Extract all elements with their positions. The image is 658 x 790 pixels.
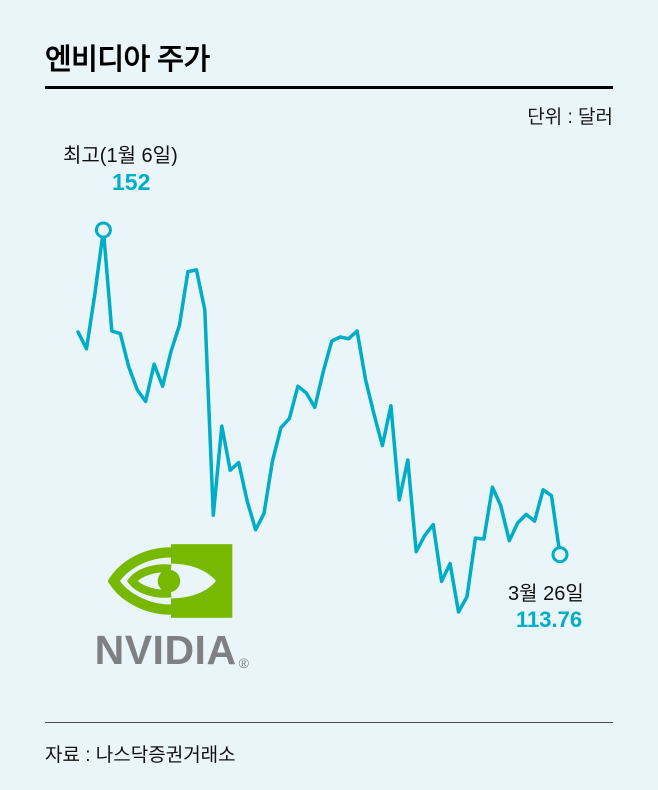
nvidia-logo: NVIDIA ® — [78, 536, 264, 671]
price-line — [76, 228, 562, 614]
page-title: 엔비디아 주가 — [45, 44, 210, 76]
price-line-chart — [76, 221, 569, 614]
end-annotation-label: 3월 26일 — [508, 583, 584, 605]
end-marker — [551, 546, 569, 564]
source-label: 자료 : 나스닥증권거래소 — [45, 745, 236, 766]
peak-annotation-label: 최고(1월 6일) — [63, 145, 178, 167]
footer-divider — [45, 722, 613, 723]
peak-marker — [94, 221, 112, 239]
title-divider — [45, 86, 613, 89]
nvidia-eye-icon — [107, 544, 233, 618]
nvidia-wordmark-text: NVIDIA — [94, 627, 237, 673]
peak-annotation-value: 152 — [112, 169, 151, 195]
end-annotation-value: 113.76 — [516, 607, 583, 632]
nvidia-wordmark: NVIDIA ® — [78, 630, 264, 671]
registered-trademark-symbol: ® — [238, 655, 250, 671]
unit-label: 단위 : 달러 — [527, 107, 613, 128]
